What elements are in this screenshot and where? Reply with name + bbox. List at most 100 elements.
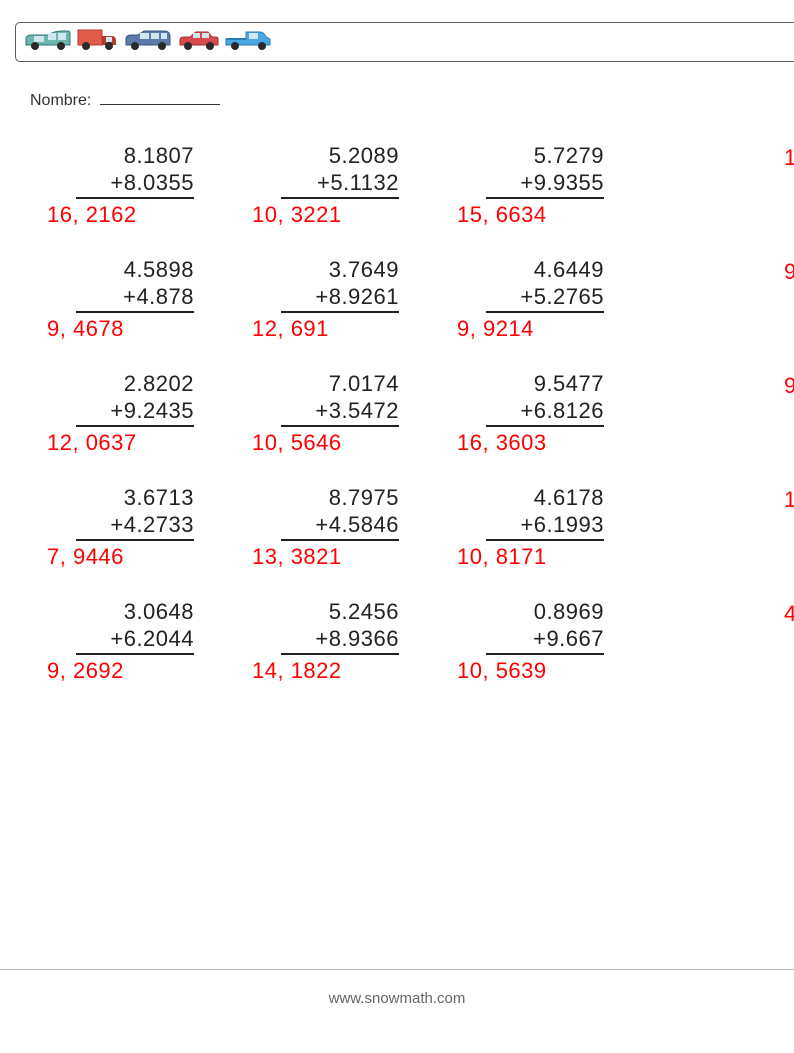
header-bar: Suma d bbox=[15, 22, 794, 62]
problem-row: 3.6713+4.27337, 94468.7975+4.584613, 382… bbox=[54, 484, 794, 570]
suv-icon bbox=[124, 27, 174, 58]
problem-lines: 8.7975+4.5846 bbox=[259, 484, 464, 541]
name-label: Nombre: bbox=[30, 92, 91, 109]
name-field: Nombre: bbox=[30, 90, 220, 110]
problem-lines: 4.6178+6.1993 bbox=[464, 484, 669, 541]
answer: 10, 5639 bbox=[457, 658, 669, 684]
operand-1: 3.0648 bbox=[76, 598, 194, 625]
operand-1: 5.2089 bbox=[281, 142, 399, 169]
answer: 16, 2162 bbox=[47, 202, 259, 228]
addition-problem: 9, 554 bbox=[669, 256, 794, 342]
problem-lines: 5.2456+8.9366 bbox=[259, 598, 464, 655]
box-truck-icon bbox=[76, 27, 120, 58]
problem-lines: 5.2089+5.1132 bbox=[259, 142, 464, 199]
problems-grid: 8.1807+8.035516, 21625.2089+5.113210, 32… bbox=[54, 142, 794, 712]
answer: 9, 554 bbox=[784, 259, 794, 285]
footer-text: www.snowmath.com bbox=[329, 990, 466, 1007]
answer: 12, 691 bbox=[252, 316, 464, 342]
addition-problem: 3.6713+4.27337, 9446 bbox=[54, 484, 259, 570]
problem-row: 3.0648+6.20449, 26925.2456+8.936614, 182… bbox=[54, 598, 794, 684]
operand-1: 4.5898 bbox=[76, 256, 194, 283]
problem-lines: 4.5898+4.878 bbox=[54, 256, 259, 313]
addition-problem: 5.2089+5.113210, 3221 bbox=[259, 142, 464, 228]
problem-lines: 5.7279+9.9355 bbox=[464, 142, 669, 199]
answer: 10, 5646 bbox=[252, 430, 464, 456]
operand-1: 8.7975 bbox=[281, 484, 399, 511]
answer: 10, 8171 bbox=[457, 544, 669, 570]
operand-2: +8.9261 bbox=[281, 283, 399, 313]
addition-problem: 9.5477+6.812616, 3603 bbox=[464, 370, 669, 456]
answer: 9, 2692 bbox=[47, 658, 259, 684]
problem-row: 8.1807+8.035516, 21625.2089+5.113210, 32… bbox=[54, 142, 794, 228]
addition-problem: 8.1807+8.035516, 2162 bbox=[54, 142, 259, 228]
addition-problem: 13, 20 bbox=[669, 142, 794, 228]
addition-problem: 4.5898+4.878 9, 4678 bbox=[54, 256, 259, 342]
problem-lines: 9.5477+6.8126 bbox=[464, 370, 669, 427]
sedan-icon bbox=[178, 27, 220, 58]
problem-lines: 8.1807+8.0355 bbox=[54, 142, 259, 199]
addition-problem: 9, 475 bbox=[669, 370, 794, 456]
minivan-icon bbox=[24, 27, 72, 58]
operand-2: +8.0355 bbox=[76, 169, 194, 199]
operand-2: +3.5472 bbox=[281, 397, 399, 427]
operand-1: 0.8969 bbox=[486, 598, 604, 625]
operand-2: +5.1132 bbox=[281, 169, 399, 199]
problem-lines: 3.6713+4.2733 bbox=[54, 484, 259, 541]
answer: 10, 3221 bbox=[252, 202, 464, 228]
problem-lines: 2.8202+9.2435 bbox=[54, 370, 259, 427]
addition-problem: 0.8969+9.667 10, 5639 bbox=[464, 598, 669, 684]
problem-row: 2.8202+9.243512, 06377.0174+3.547210, 56… bbox=[54, 370, 794, 456]
addition-problem: 4.6178+6.199310, 8171 bbox=[464, 484, 669, 570]
answer: 13, 20 bbox=[784, 145, 794, 171]
operand-1: 4.6449 bbox=[486, 256, 604, 283]
operand-1: 8.1807 bbox=[76, 142, 194, 169]
operand-2: +4.878 bbox=[76, 283, 194, 313]
operand-1: 2.8202 bbox=[76, 370, 194, 397]
addition-problem: 4, 16 bbox=[669, 598, 794, 684]
answer: 13, 3821 bbox=[252, 544, 464, 570]
answer: 12, 0637 bbox=[47, 430, 259, 456]
operand-1: 3.7649 bbox=[281, 256, 399, 283]
operand-1: 5.2456 bbox=[281, 598, 399, 625]
operand-1: 9.5477 bbox=[486, 370, 604, 397]
addition-problem: 7.0174+3.547210, 5646 bbox=[259, 370, 464, 456]
operand-2: +8.9366 bbox=[281, 625, 399, 655]
problem-lines: 7.0174+3.5472 bbox=[259, 370, 464, 427]
problem-lines: 0.8969+9.667 bbox=[464, 598, 669, 655]
addition-problem: 3.7649+8.9261 12, 691 bbox=[259, 256, 464, 342]
operand-2: +6.1993 bbox=[486, 511, 604, 541]
answer: 12, 79 bbox=[784, 487, 794, 513]
addition-problem: 5.7279+9.935515, 6634 bbox=[464, 142, 669, 228]
addition-problem: 4.6449+5.2765 9, 9214 bbox=[464, 256, 669, 342]
answer: 14, 1822 bbox=[252, 658, 464, 684]
addition-problem: 3.0648+6.20449, 2692 bbox=[54, 598, 259, 684]
vehicle-row bbox=[24, 27, 274, 58]
worksheet-page: Suma d Nombre: 8.1807+8.035516, 21625.20… bbox=[0, 0, 794, 1053]
operand-2: +6.2044 bbox=[76, 625, 194, 655]
name-blank-line[interactable] bbox=[100, 90, 220, 105]
addition-problem: 12, 79 bbox=[669, 484, 794, 570]
answer: 4, 16 bbox=[784, 601, 794, 627]
problem-lines: 3.0648+6.2044 bbox=[54, 598, 259, 655]
answer: 9, 475 bbox=[784, 373, 794, 399]
answer: 9, 9214 bbox=[457, 316, 669, 342]
operand-2: +4.2733 bbox=[76, 511, 194, 541]
operand-1: 4.6178 bbox=[486, 484, 604, 511]
operand-1: 5.7279 bbox=[486, 142, 604, 169]
operand-2: +9.667 bbox=[486, 625, 604, 655]
problem-row: 4.5898+4.878 9, 46783.7649+8.9261 12, 69… bbox=[54, 256, 794, 342]
addition-problem: 2.8202+9.243512, 0637 bbox=[54, 370, 259, 456]
operand-2: +9.2435 bbox=[76, 397, 194, 427]
problem-lines: 3.7649+8.9261 bbox=[259, 256, 464, 313]
answer: 7, 9446 bbox=[47, 544, 259, 570]
operand-2: +9.9355 bbox=[486, 169, 604, 199]
pickup-icon bbox=[224, 27, 274, 58]
footer: www.snowmath.com bbox=[0, 969, 794, 1007]
answer: 15, 6634 bbox=[457, 202, 669, 228]
addition-problem: 5.2456+8.936614, 1822 bbox=[259, 598, 464, 684]
operand-2: +6.8126 bbox=[486, 397, 604, 427]
answer: 16, 3603 bbox=[457, 430, 669, 456]
addition-problem: 8.7975+4.584613, 3821 bbox=[259, 484, 464, 570]
operand-1: 3.6713 bbox=[76, 484, 194, 511]
problem-lines: 4.6449+5.2765 bbox=[464, 256, 669, 313]
